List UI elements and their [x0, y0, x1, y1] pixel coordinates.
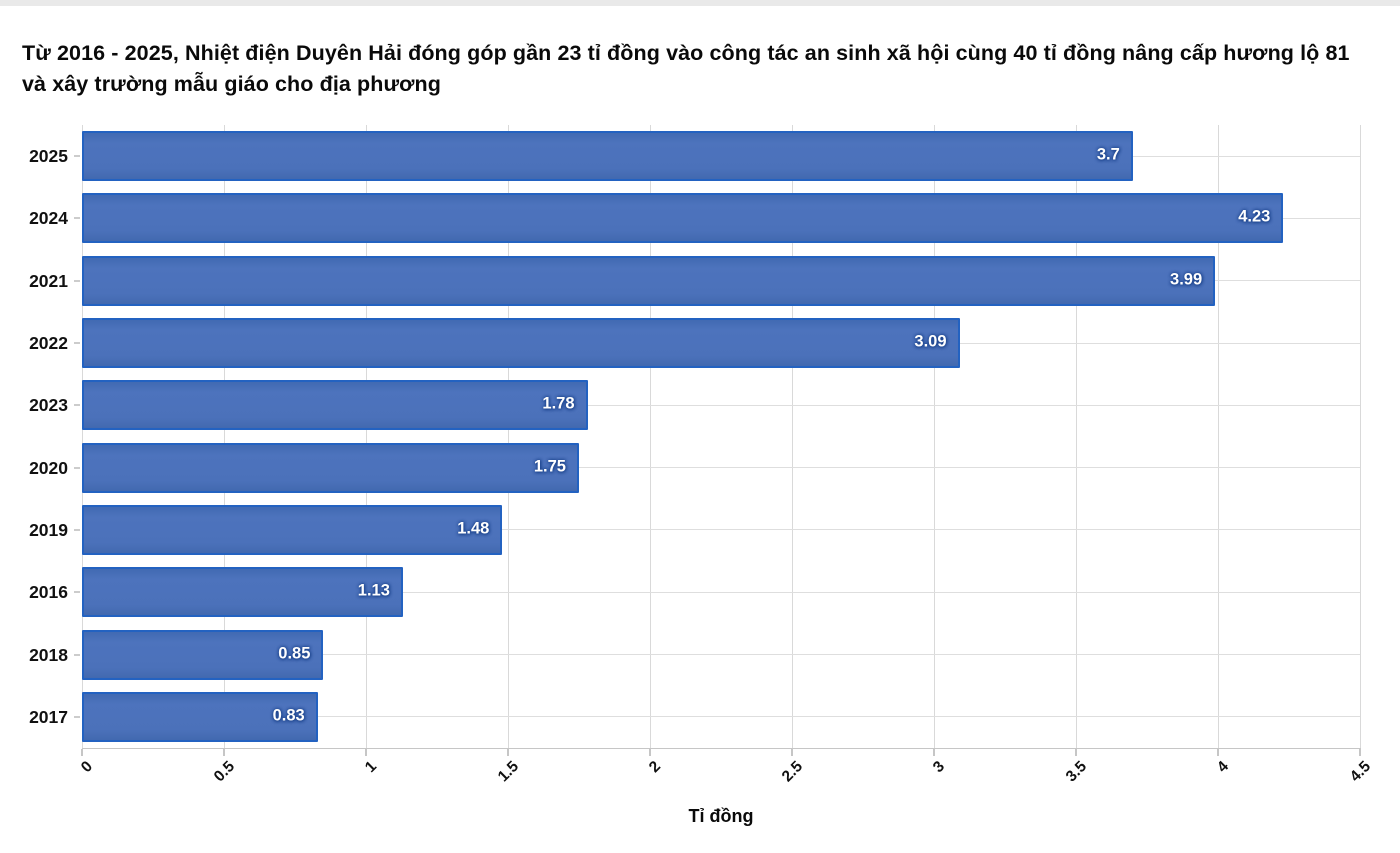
bar-value-label: 3.09 — [914, 332, 947, 351]
y-axis-label-2021: 2021 — [29, 270, 68, 291]
x-axis-tick-label: 1 — [361, 758, 381, 777]
y-axis-tick — [74, 653, 80, 656]
gridline-vertical — [1075, 125, 1077, 748]
bar-value-label: 0.83 — [272, 706, 305, 725]
bar-value-label: 4.23 — [1238, 208, 1271, 227]
y-axis-tick — [74, 279, 80, 282]
bar-value-label: 1.78 — [542, 395, 575, 414]
x-axis-line — [82, 748, 1361, 749]
x-axis-tick — [791, 749, 793, 756]
y-axis-tick — [74, 342, 80, 345]
gridline-horizontal — [82, 529, 1360, 531]
gridline-horizontal — [82, 591, 1360, 593]
y-axis-label-2016: 2016 — [29, 582, 68, 603]
y-axis-tick — [74, 404, 80, 407]
x-axis-tick-label: 4 — [1213, 758, 1233, 777]
x-axis-tick — [507, 749, 509, 756]
bar-value-label: 1.48 — [457, 519, 490, 538]
gridline-vertical — [1359, 125, 1361, 748]
y-axis-label-2017: 2017 — [29, 706, 68, 727]
x-axis-tick — [223, 749, 225, 756]
bar-2017: 0.83 — [82, 691, 318, 742]
y-axis-tick — [74, 217, 80, 220]
x-axis-tick-label: 0.5 — [210, 758, 239, 786]
y-axis-tick — [74, 155, 80, 158]
x-axis-tick-label: 1.5 — [494, 758, 523, 786]
bar-2024: 4.23 — [82, 193, 1284, 244]
y-axis-label-2022: 2022 — [29, 333, 68, 354]
y-axis-label-2020: 2020 — [29, 457, 68, 478]
x-axis-tick-label: 2.5 — [778, 758, 807, 786]
y-axis-tick — [74, 591, 80, 594]
gridline-vertical — [507, 125, 509, 748]
y-axis-label-2019: 2019 — [29, 519, 68, 540]
y-axis-tick — [74, 528, 80, 531]
bar-2016: 1.13 — [82, 567, 403, 618]
gridline-vertical — [223, 125, 225, 748]
bar-2020: 1.75 — [82, 442, 579, 493]
y-axis-label-2023: 2023 — [29, 395, 68, 416]
gridline-vertical — [791, 125, 793, 748]
gridline-vertical — [81, 125, 83, 748]
gridline-vertical — [365, 125, 367, 748]
bar-2023: 1.78 — [82, 380, 588, 431]
x-axis-tick-label: 3.5 — [1062, 758, 1091, 786]
bar-value-label: 1.75 — [533, 457, 566, 476]
gridline-horizontal — [82, 404, 1360, 406]
x-axis-tick — [1075, 749, 1077, 756]
x-axis-tick-label: 3 — [929, 758, 949, 777]
plot-area: 3.7 4.23 3.99 3.09 1.78 1.75 1.48 1.13 0.85 0.83 — [81, 125, 1361, 748]
x-axis-tick — [649, 749, 651, 756]
x-axis-tick-label: 2 — [645, 758, 665, 777]
y-axis-label-2024: 2024 — [29, 208, 68, 229]
y-axis-tick — [74, 466, 80, 469]
bar-2022: 3.09 — [82, 318, 960, 369]
bar-2025: 3.7 — [82, 131, 1133, 182]
x-axis-tick — [933, 749, 935, 756]
bar-value-label: 3.7 — [1096, 145, 1120, 164]
x-axis-tick — [365, 749, 367, 756]
x-axis-title: Tỉ đồng — [688, 806, 754, 826]
bar-2019: 1.48 — [82, 504, 503, 555]
gridline-vertical — [1217, 125, 1219, 748]
x-axis-tick-label: 4.5 — [1346, 758, 1375, 786]
y-axis-label-2018: 2018 — [29, 644, 68, 665]
y-axis-tick — [74, 715, 80, 718]
bar-value-label: 1.13 — [357, 581, 390, 600]
top-divider-strip — [0, 0, 1400, 6]
gridline-vertical — [649, 125, 651, 748]
x-axis-tick — [1217, 749, 1219, 756]
gridline-horizontal — [82, 716, 1360, 718]
x-axis-tick — [81, 749, 83, 756]
gridline-horizontal — [82, 467, 1360, 469]
gridline-horizontal — [82, 654, 1360, 656]
x-axis-tick-label: 0 — [77, 758, 97, 777]
chart-title: Từ 2016 - 2025, Nhiệt điện Duyên Hải đón… — [22, 41, 1350, 96]
bar-value-label: 0.85 — [278, 644, 311, 663]
bar-2021: 3.99 — [82, 255, 1216, 306]
bar-value-label: 3.99 — [1170, 270, 1203, 289]
gridline-vertical — [933, 125, 935, 748]
y-axis-label-2025: 2025 — [29, 146, 68, 167]
bar-2018: 0.85 — [82, 629, 324, 680]
x-axis-tick — [1359, 749, 1361, 756]
